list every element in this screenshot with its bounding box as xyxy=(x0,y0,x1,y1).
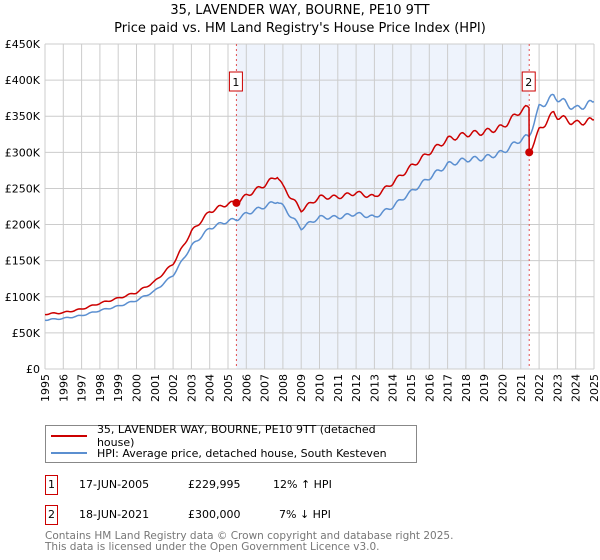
x-tick-label: 2005 xyxy=(222,374,235,402)
legend-item-hpi: HPI: Average price, detached house, Sout… xyxy=(46,445,387,461)
x-tick-label: 2010 xyxy=(314,374,327,402)
x-tick-label: 2025 xyxy=(588,374,600,402)
x-tick-label: 2017 xyxy=(442,374,455,402)
plot-area: 1995 1996 1997 1998 1999 2000 2001 2002 2003 2004… xyxy=(5,38,600,402)
sale-marker-badge: 2 xyxy=(45,505,58,525)
shaded-ownership-period xyxy=(236,44,530,369)
x-tick-label: 2008 xyxy=(277,374,290,402)
x-tick-label: 2003 xyxy=(185,374,198,402)
y-tick-label: £150K xyxy=(5,255,41,268)
x-tick-label: 1996 xyxy=(57,374,70,402)
sale-label: 1 xyxy=(232,76,239,89)
sale-hpi: 12% ↑ HPI xyxy=(273,478,332,491)
sale-point xyxy=(525,148,534,157)
y-tick-label: £50K xyxy=(12,327,41,340)
x-tick-label: 2006 xyxy=(240,374,253,402)
y-tick-label: £350K xyxy=(5,110,41,123)
x-tick-label: 1999 xyxy=(112,374,125,402)
footer-line: Contains HM Land Registry data © Crown c… xyxy=(45,530,454,542)
y-tick-label: £400K xyxy=(5,74,41,87)
x-tick-label: 1997 xyxy=(76,374,89,402)
x-tick-label: 2016 xyxy=(423,374,436,402)
footer-line: This data is licensed under the Open Gov… xyxy=(45,541,380,553)
footer: Contains HM Land Registry data © Crown c… xyxy=(45,531,453,553)
x-tick-label: 2014 xyxy=(387,374,400,402)
x-tick-label: 2009 xyxy=(295,374,308,402)
x-tick-label: 2021 xyxy=(515,374,528,402)
x-tick-label: 2024 xyxy=(570,374,583,402)
y-tick-label: £300K xyxy=(5,146,41,159)
sale-point xyxy=(232,198,241,207)
legend-item-property: 35, LAVENDER WAY, BOURNE, PE10 9TT (deta… xyxy=(46,423,416,449)
sale-hpi: 7% ↓ HPI xyxy=(279,508,331,521)
x-tick-label: 2002 xyxy=(167,374,180,402)
x-tick-label: 2013 xyxy=(368,374,381,402)
y-tick-label: £450K xyxy=(5,38,41,51)
y-tick-label: £200K xyxy=(5,219,41,232)
x-tick-label: 2012 xyxy=(350,374,363,402)
x-tick-label: 2018 xyxy=(460,374,473,402)
y-tick-label: £100K xyxy=(5,291,41,304)
legend-swatch-red xyxy=(51,435,87,437)
x-tick-label: 2019 xyxy=(478,374,491,402)
sale-price: £229,995 xyxy=(188,478,241,491)
x-tick-label: 2001 xyxy=(149,374,162,402)
legend-label: HPI: Average price, detached house, Sout… xyxy=(97,446,387,460)
sale-price: £300,000 xyxy=(188,508,241,521)
sale-marker-badge: 1 xyxy=(45,475,58,495)
sale-label-box xyxy=(521,71,536,92)
y-tick-label: £250K xyxy=(5,182,41,195)
x-tick-label: 2007 xyxy=(259,374,272,402)
x-tick-label: 2020 xyxy=(497,374,510,402)
x-tick-label: 2004 xyxy=(204,374,217,402)
legend: 35, LAVENDER WAY, BOURNE, PE10 9TT (deta… xyxy=(45,423,417,463)
legend-label: 35, LAVENDER WAY, BOURNE, PE10 9TT (deta… xyxy=(96,423,376,449)
x-tick-label: 2022 xyxy=(533,374,546,402)
x-tick-label: 2023 xyxy=(551,374,564,402)
x-tick-label: 2015 xyxy=(405,374,418,402)
y-tick-label: £0 xyxy=(26,363,40,376)
chart-subtitle: Price paid vs. HM Land Registry's House … xyxy=(114,21,486,36)
x-tick-label: 2011 xyxy=(332,374,345,402)
series-line-property xyxy=(45,104,595,316)
legend-swatch-blue xyxy=(51,452,87,454)
sale-date: 18-JUN-2021 xyxy=(79,508,150,521)
sale-label-box xyxy=(228,71,243,92)
x-tick-label: 2000 xyxy=(131,374,144,402)
sale-label: 2 xyxy=(525,76,532,89)
x-tick-label: 1995 xyxy=(39,374,52,402)
chart-title: 35, LAVENDER WAY, BOURNE, PE10 9TT xyxy=(170,3,430,18)
series-line-hpi xyxy=(44,93,595,322)
sale-date: 17-JUN-2005 xyxy=(79,478,150,491)
x-tick-label: 1998 xyxy=(94,374,107,402)
